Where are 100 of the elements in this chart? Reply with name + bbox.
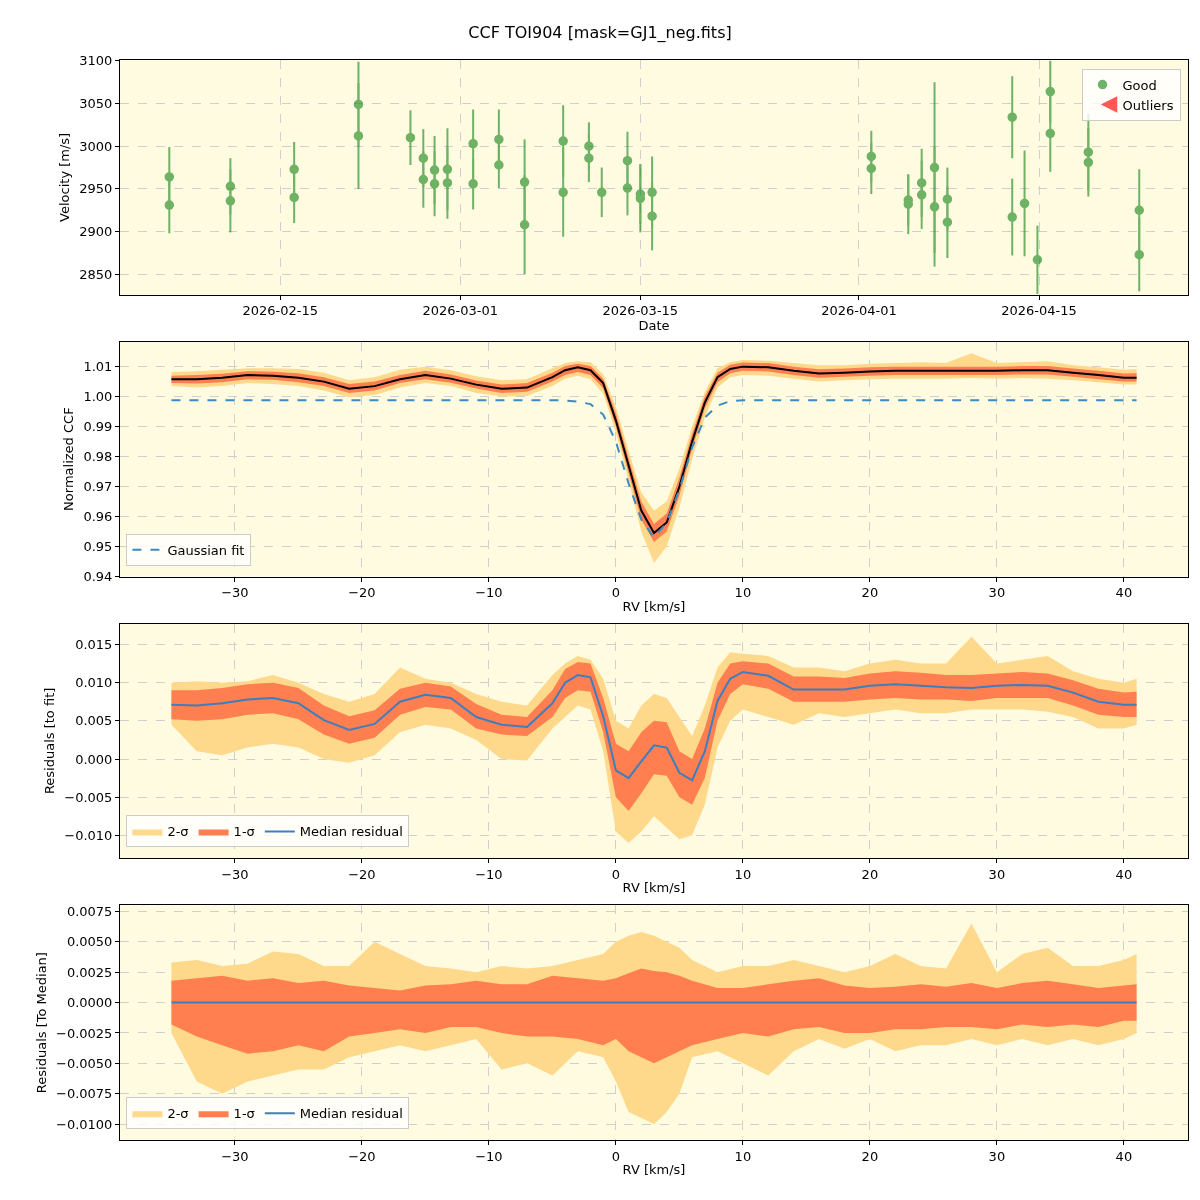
y-axis-title: Velocity [m/s] (57, 132, 73, 222)
y-tick-label: 2850 (79, 266, 113, 282)
y-tick-label: 0.0025 (66, 964, 113, 980)
legend-label: Outliers (1122, 97, 1174, 113)
point (289, 164, 299, 175)
y-tick-label: 0.000 (75, 751, 113, 767)
y-tick-label: 3100 (79, 53, 113, 69)
point (1032, 255, 1043, 265)
x-tick-label: −10 (475, 1148, 503, 1164)
y-axis-title: Residuals [to fit] (42, 687, 58, 795)
point (468, 179, 478, 189)
y-tick-label: 0.0075 (66, 903, 113, 919)
legend-label: 1-σ (233, 824, 255, 840)
point (1045, 86, 1056, 97)
legend-label: Gaussian fit (167, 542, 245, 558)
point (429, 179, 440, 189)
x-tick-label: −30 (221, 1148, 249, 1164)
point (916, 178, 927, 188)
legend-label: 2-σ (167, 1106, 189, 1122)
legend-label: 2-σ (167, 824, 189, 840)
x-tick-label: 30 (988, 1148, 1006, 1164)
point (558, 187, 568, 198)
x-tick-label: 40 (1115, 585, 1133, 601)
x-axis-title: RV [km/s] (622, 1162, 686, 1178)
y-tick-label: 0.015 (75, 637, 113, 653)
point (597, 187, 607, 198)
point (442, 164, 453, 175)
point (494, 160, 504, 170)
x-tick-label: 2026-04-01 (821, 303, 897, 319)
point (622, 155, 633, 166)
x-tick-label: −20 (348, 1148, 376, 1164)
y-tick-label: 0.94 (83, 569, 113, 585)
y-tick-label: 1.00 (83, 389, 113, 405)
y-tick-label: 0.0000 (66, 995, 113, 1011)
x-tick-label: −30 (221, 866, 249, 882)
legend-label: 1-σ (233, 1106, 255, 1122)
legend-label: Good (1122, 77, 1157, 93)
x-tick-label: −20 (348, 866, 376, 882)
x-tick-label: −10 (475, 866, 503, 882)
point (225, 181, 236, 192)
y-tick-label: −0.0050 (56, 1055, 113, 1071)
y-tick-label: 2950 (79, 181, 113, 197)
x-tick-label: 10 (734, 585, 752, 601)
point (647, 211, 657, 221)
y-axis-title: Residuals [To Median] (33, 952, 49, 1094)
x-tick-label: 20 (861, 866, 879, 882)
point (1007, 112, 1017, 122)
y-tick-label: 3050 (79, 96, 113, 112)
x-tick-label: 30 (988, 866, 1006, 882)
line-series (170, 399, 1138, 539)
point (468, 138, 478, 149)
y-tick-label: 1.01 (83, 359, 113, 375)
x-tick-label: 0 (611, 585, 621, 601)
point (289, 192, 299, 203)
x-tick-label: −10 (475, 585, 503, 601)
point (558, 136, 568, 146)
y-tick-label: −0.0025 (56, 1025, 113, 1041)
point (1134, 249, 1144, 260)
point (418, 153, 429, 163)
line-series (170, 670, 1138, 782)
point (622, 183, 633, 193)
x-tick-label: 10 (734, 1148, 752, 1164)
x-tick-label: 40 (1115, 1148, 1133, 1164)
point (353, 131, 364, 141)
point (1019, 198, 1030, 209)
point (1083, 147, 1094, 157)
point (164, 172, 175, 182)
y-tick-label: 0.0050 (66, 934, 113, 950)
x-tick-label: −20 (348, 585, 376, 601)
x-tick-label: 0 (611, 1148, 621, 1164)
x-tick-label: 2026-02-15 (242, 303, 319, 319)
point (929, 162, 940, 173)
point (866, 151, 877, 162)
y-tick-label: 0.97 (83, 479, 113, 495)
point (519, 177, 530, 187)
y-tick-label: 3000 (79, 138, 113, 154)
point (519, 220, 530, 230)
point (866, 163, 877, 174)
point (584, 153, 594, 163)
legend-label: Median residual (299, 1106, 403, 1122)
x-axis-title: Date (638, 318, 670, 334)
x-tick-label: 30 (988, 585, 1006, 601)
y-axis-title: Normalized CCF (61, 407, 77, 511)
point (942, 194, 953, 204)
y-tick-label: 2900 (79, 224, 113, 240)
y-tick-label: 0.005 (75, 713, 113, 729)
x-tick-label: 10 (734, 866, 752, 882)
point (1083, 157, 1094, 168)
x-tick-label: 2026-04-15 (1001, 303, 1077, 319)
point (442, 178, 453, 188)
point (647, 187, 657, 198)
x-tick-label: 20 (861, 1148, 879, 1164)
point (929, 202, 940, 212)
point (494, 134, 504, 145)
y-tick-label: 0.99 (83, 419, 113, 435)
point (164, 200, 175, 210)
y-tick-label: 0.96 (83, 509, 113, 525)
x-tick-label: −30 (221, 585, 249, 601)
x-tick-label: 40 (1115, 866, 1133, 882)
y-tick-label: 0.98 (83, 449, 113, 465)
